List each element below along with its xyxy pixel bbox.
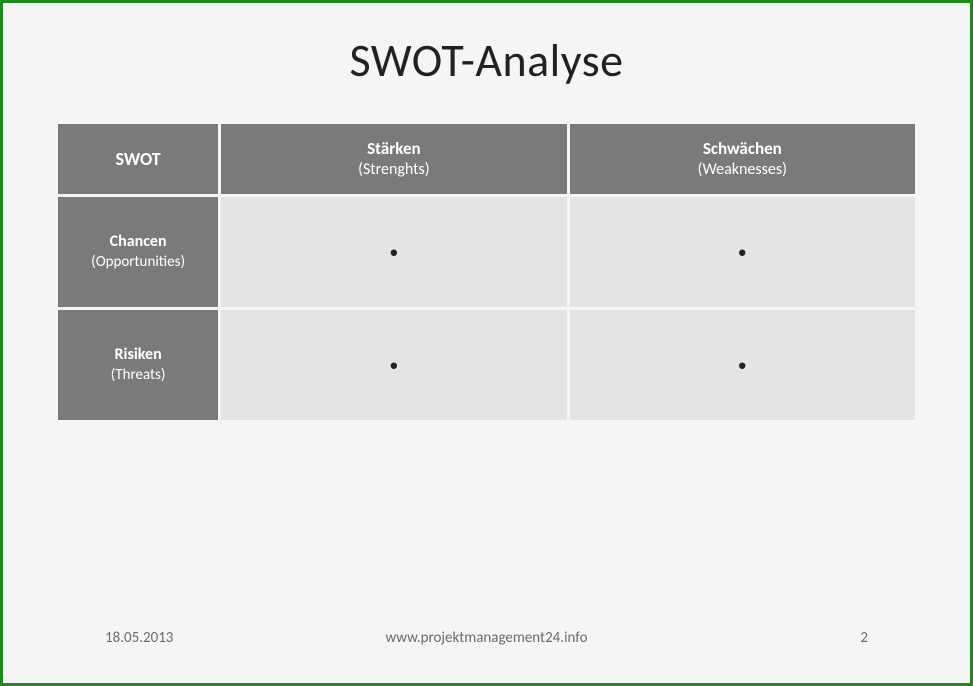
footer-page: 2	[860, 629, 868, 647]
swot-table: SWOT Stärken (Strenghts) Schwächen (Weak…	[55, 121, 918, 423]
col-header-weaknesses: Schwächen (Weaknesses)	[570, 124, 915, 194]
row-header-secondary: (Threats)	[58, 366, 218, 386]
row-header-primary: Risiken	[58, 345, 218, 366]
footer: 18.05.2013 www.projektmanagement24.info …	[5, 629, 968, 647]
bullet-icon	[738, 354, 747, 376]
col-header-primary: Schwächen	[570, 138, 915, 160]
slide-title: SWOT-Analyse	[55, 33, 918, 89]
col-header-secondary: (Weaknesses)	[570, 160, 915, 181]
col-header-strengths: Stärken (Strenghts)	[221, 124, 566, 194]
cell-so	[221, 197, 566, 307]
bullet-icon	[389, 241, 398, 263]
row-header-opportunities: Chancen (Opportunities)	[58, 197, 218, 307]
col-header-secondary: (Strenghts)	[221, 160, 566, 181]
cell-st	[221, 310, 566, 420]
corner-header: SWOT	[58, 124, 218, 194]
cell-wt	[570, 310, 915, 420]
row-header-threats: Risiken (Threats)	[58, 310, 218, 420]
bullet-icon	[738, 241, 747, 263]
row-header-secondary: (Opportunities)	[58, 253, 218, 273]
bullet-icon	[389, 354, 398, 376]
col-header-primary: Stärken	[221, 138, 566, 160]
row-header-primary: Chancen	[58, 232, 218, 253]
header-row: SWOT Stärken (Strenghts) Schwächen (Weak…	[58, 124, 915, 194]
row-threats: Risiken (Threats)	[58, 310, 915, 420]
slide: SWOT-Analyse SWOT Stärken (Strenghts) Sc…	[5, 5, 968, 681]
footer-date: 18.05.2013	[105, 629, 173, 647]
cell-wo	[570, 197, 915, 307]
row-opportunities: Chancen (Opportunities)	[58, 197, 915, 307]
